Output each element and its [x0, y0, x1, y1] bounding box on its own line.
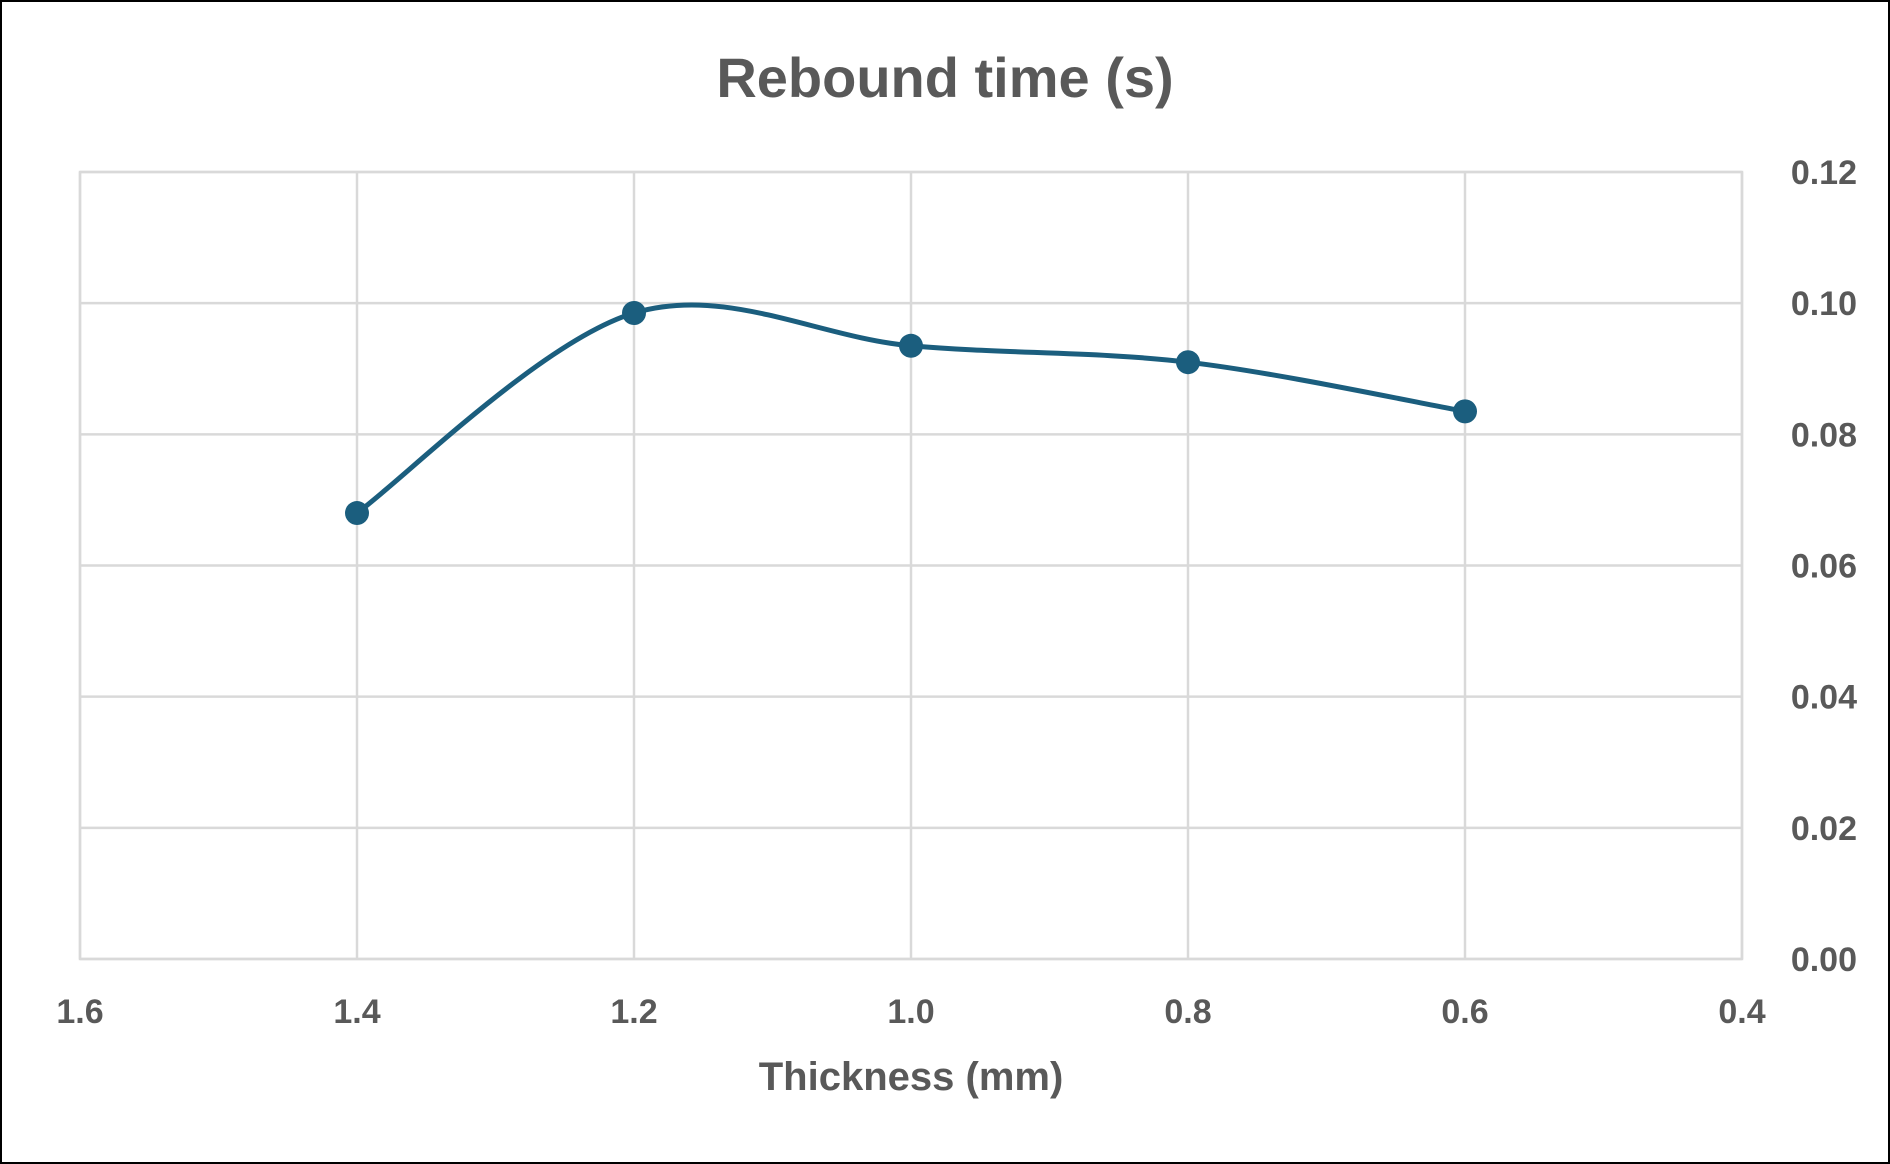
- x-axis-label: Thickness (mm): [759, 1055, 1064, 1099]
- grid-lines: [78, 170, 1744, 961]
- chart-title: Rebound time (s): [716, 46, 1173, 109]
- data-point: [1453, 399, 1477, 424]
- y-tick-label: 0.04: [1791, 679, 1857, 717]
- x-tick-label: 1.0: [887, 993, 934, 1031]
- x-tick-label: 0.6: [1441, 993, 1488, 1031]
- y-tick-label: 0.06: [1791, 548, 1857, 586]
- y-tick-label: 0.08: [1791, 416, 1857, 454]
- y-axis-ticks: 0.00 0.02 0.04 0.06 0.08 0.10 0.12: [1791, 154, 1857, 979]
- data-point: [899, 333, 923, 358]
- x-tick-label: 1.4: [333, 993, 380, 1031]
- y-tick-label: 0.02: [1791, 810, 1857, 848]
- x-tick-label: 0.4: [1718, 993, 1765, 1031]
- y-tick-label: 0.00: [1791, 941, 1857, 979]
- data-point: [1176, 350, 1200, 375]
- x-tick-label: 1.6: [56, 993, 103, 1031]
- y-tick-label: 0.12: [1791, 154, 1857, 192]
- data-point: [345, 501, 369, 526]
- x-axis-ticks: 1.6 1.4 1.2 1.0 0.8 0.6 0.4: [56, 993, 1765, 1031]
- x-tick-label: 1.2: [610, 993, 657, 1031]
- series-layer: [345, 301, 1477, 526]
- x-tick-label: 0.8: [1164, 993, 1211, 1031]
- data-point: [622, 301, 646, 326]
- y-tick-label: 0.10: [1791, 285, 1857, 323]
- plot-area-border: [78, 170, 1744, 961]
